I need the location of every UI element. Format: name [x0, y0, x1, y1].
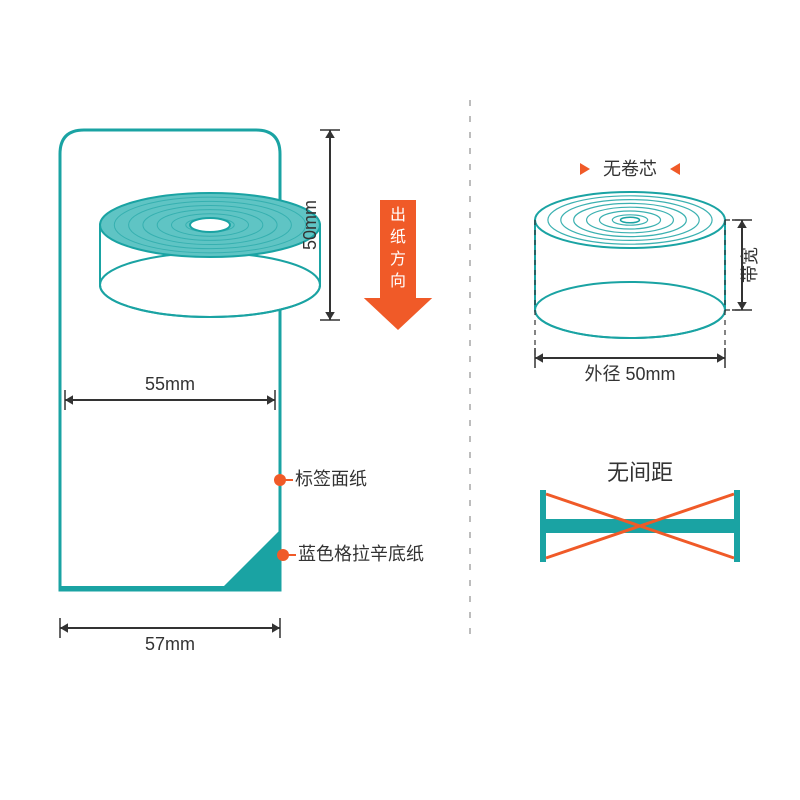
feed-direction-label: 向 — [390, 272, 406, 290]
dimension-label: 57mm — [145, 634, 195, 654]
gapless-diagram: 无间距 — [540, 460, 740, 562]
feed-direction-arrow: 出纸方向 — [364, 200, 432, 330]
dimension-label: 55mm — [145, 374, 195, 394]
dimension-horizontal: 外径 50mm — [535, 348, 725, 384]
callout-label-liner: 蓝色格拉辛底纸 — [298, 544, 424, 564]
diagram-canvas: 55mm57mm50mm标签面纸蓝色格拉辛底纸出纸方向无卷芯外径 50mm带宽无… — [0, 0, 800, 800]
feed-direction-label: 纸 — [390, 228, 406, 246]
label-roll — [100, 193, 320, 317]
gapless-label: 无间距 — [607, 460, 673, 485]
callout-label-face: 标签面纸 — [295, 469, 367, 489]
no-core-label: 无卷芯 — [580, 159, 680, 179]
roll-end-view — [535, 192, 725, 338]
liner-edge — [60, 586, 280, 590]
dim-roll-width: 带宽 — [725, 220, 760, 310]
dimension-vertical: 带宽 — [732, 220, 760, 310]
no-core-text: 无卷芯 — [603, 159, 657, 179]
left-panel: 55mm 57mm 50mm 标签面纸蓝色格拉辛底纸 出纸方向 — [60, 130, 432, 654]
feed-direction-label: 方 — [390, 250, 406, 268]
right-panel: 无卷芯外径 50mm 带宽无间距 — [535, 159, 760, 562]
dimension-horizontal: 57mm — [60, 618, 280, 654]
dimension-label: 50mm — [300, 200, 320, 250]
dimension-label: 带宽 — [740, 247, 760, 283]
dimension-label: 外径 50mm — [584, 364, 675, 384]
roll-core — [190, 218, 230, 232]
feed-direction-label: 出 — [390, 206, 406, 224]
